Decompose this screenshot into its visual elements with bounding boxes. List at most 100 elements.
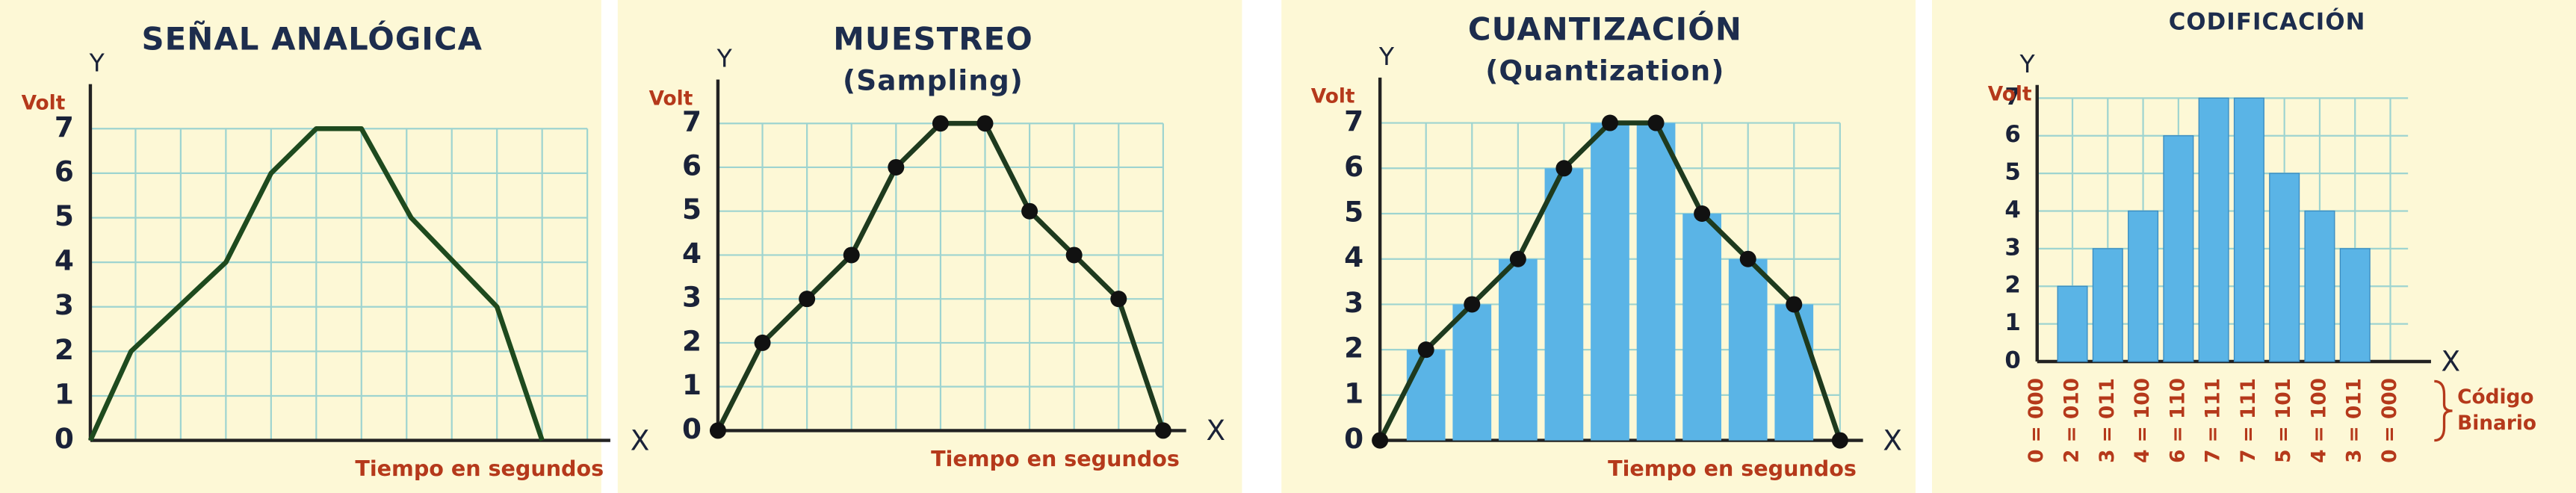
y-tick-label: 4 <box>2004 196 2020 223</box>
sample-point <box>932 115 949 132</box>
x-tick-label: 6 = 110 <box>2167 378 2189 463</box>
y-tick-label: 6 <box>1344 150 1363 183</box>
bar <box>2233 97 2264 362</box>
x-tick-label: 7 = 111 <box>2238 378 2260 463</box>
y-tick-label: 5 <box>2004 159 2020 186</box>
x-axis-letter: X <box>2442 345 2461 378</box>
bar <box>1591 123 1629 441</box>
y-tick-label: 6 <box>2004 121 2020 148</box>
y-tick-label: 3 <box>2004 234 2020 261</box>
chart-subtitle: (Quantization) <box>1485 54 1724 87</box>
sample-point <box>1417 341 1434 359</box>
x-axis-letter: X <box>631 424 650 456</box>
bar <box>1406 350 1446 441</box>
y-tick-label: 5 <box>682 193 702 226</box>
x-tick-label: 4 = 100 <box>2131 378 2154 463</box>
sample-point <box>1602 114 1618 131</box>
sample-point <box>1372 432 1389 449</box>
sample-point <box>1464 296 1481 313</box>
brace <box>2434 379 2453 442</box>
y-tick-label: 2 <box>2004 272 2020 299</box>
sample-point <box>754 334 771 351</box>
x-tick-label: 3 = 011 <box>2344 378 2366 463</box>
y-tick-label: 0 <box>682 412 702 445</box>
bar <box>1498 258 1538 441</box>
y-tick-label: 4 <box>1344 241 1363 273</box>
sample-point <box>709 422 726 439</box>
chart-title: CODIFICACIÓN <box>2169 7 2366 35</box>
sample-point <box>1786 296 1803 313</box>
sample-point <box>1831 432 1848 449</box>
bar <box>2304 210 2335 362</box>
sample-point <box>1647 114 1665 131</box>
x-axis-label: Tiempo en segundos <box>1608 456 1857 481</box>
y-tick-label: 6 <box>55 155 74 187</box>
y-tick-label: 0 <box>1344 422 1363 455</box>
y-axis-label: Volt <box>649 87 693 110</box>
sample-point <box>1110 291 1127 308</box>
sample-point <box>843 246 860 264</box>
y-tick-label: 4 <box>682 237 702 270</box>
x-axis-letter: X <box>1206 414 1225 447</box>
sample-point <box>976 115 994 132</box>
sample-point <box>1739 250 1756 267</box>
x-tick-label: 3 = 011 <box>2096 378 2119 463</box>
y-tick-label: 3 <box>682 281 702 314</box>
bar <box>1544 168 1584 441</box>
x-axis-label: Tiempo en segundos <box>931 446 1180 471</box>
x-tick-label: 0 = 000 <box>2025 378 2048 463</box>
y-tick-label: 1 <box>55 377 74 410</box>
x-tick-label: 7 = 111 <box>2202 378 2225 463</box>
y-axis-letter: Y <box>2019 49 2035 78</box>
sample-point <box>1021 202 1038 220</box>
annotation: Código <box>2457 386 2533 409</box>
y-tick-label: 7 <box>55 111 74 143</box>
y-tick-label: 7 <box>2004 84 2020 111</box>
y-tick-label: 4 <box>55 244 74 277</box>
sample-point <box>1694 205 1711 222</box>
bar <box>2092 248 2123 362</box>
x-tick-label: 4 = 100 <box>2308 378 2330 463</box>
y-tick-label: 1 <box>682 368 702 401</box>
chart-subtitle: (Sampling) <box>843 63 1024 96</box>
y-tick-label: 2 <box>55 333 74 366</box>
y-axis-letter: Y <box>716 44 733 73</box>
x-tick-label: 5 = 101 <box>2273 378 2295 463</box>
bar <box>1774 304 1814 441</box>
chart-title: SEÑAL ANALÓGICA <box>141 19 483 57</box>
bar <box>2339 248 2371 362</box>
bar <box>1452 304 1492 441</box>
y-tick-label: 5 <box>1344 195 1363 228</box>
bar <box>2057 285 2088 362</box>
bar <box>2269 173 2300 362</box>
y-tick-label: 5 <box>55 199 74 232</box>
chart-title: CUANTIZACIÓN <box>1468 10 1742 47</box>
sample-point <box>888 158 905 176</box>
y-tick-label: 0 <box>2004 347 2020 373</box>
y-tick-label: 3 <box>55 288 74 321</box>
chart-title: MUESTREO <box>833 20 1033 57</box>
sample-point <box>1555 160 1573 177</box>
bar <box>1682 214 1722 441</box>
y-tick-label: 2 <box>1344 332 1363 365</box>
sample-point <box>1154 422 1171 439</box>
bar <box>2128 210 2159 362</box>
y-tick-label: 1 <box>2004 309 2020 336</box>
panel <box>0 0 601 493</box>
y-tick-label: 7 <box>1344 105 1363 137</box>
y-tick-label: 7 <box>682 105 702 138</box>
y-tick-label: 3 <box>1344 286 1363 319</box>
annotation: Binario <box>2457 412 2536 435</box>
y-axis-label: Volt <box>1988 83 2032 105</box>
y-axis-label: Volt <box>1311 86 1355 108</box>
x-tick-label: 0 = 000 <box>2379 378 2401 463</box>
y-tick-label: 0 <box>55 422 74 455</box>
y-tick-label: 1 <box>1344 376 1363 409</box>
y-tick-label: 2 <box>682 324 702 357</box>
sample-point <box>1509 250 1526 267</box>
bar <box>1636 123 1676 441</box>
signal-line <box>87 125 545 441</box>
x-tick-label: 2 = 010 <box>2061 378 2084 463</box>
bar <box>1728 258 1768 441</box>
